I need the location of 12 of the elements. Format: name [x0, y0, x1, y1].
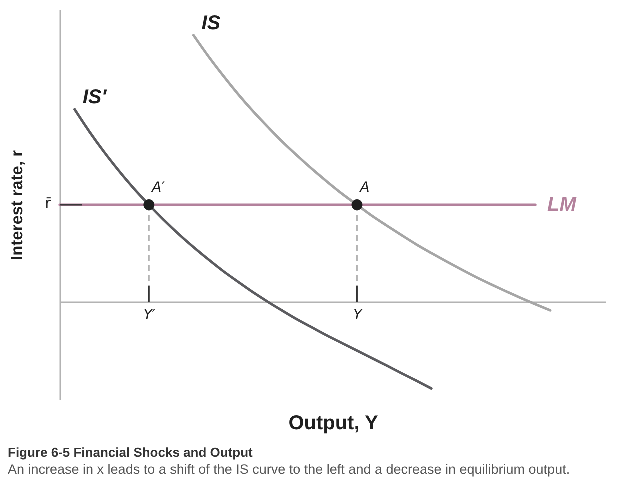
annotation: A′	[151, 180, 166, 196]
x-axis-title: Output, Y	[288, 412, 379, 434]
x-tick-label: Y′	[144, 308, 156, 324]
y-axis-title: Interest rate, r	[8, 150, 26, 261]
text: Figure 6-5 Financial Shocks and Output	[8, 445, 254, 460]
text: An increase in x leads to a shift of the IS curve to the left and a decrease in equilibrium output.	[8, 462, 570, 477]
annotation: A	[359, 180, 370, 196]
series-label: IS	[202, 12, 222, 34]
series-label: LM	[548, 194, 578, 216]
x-tick-label: Y	[353, 308, 364, 324]
series-label: IS′	[82, 86, 108, 109]
text: r̄	[45, 196, 52, 212]
